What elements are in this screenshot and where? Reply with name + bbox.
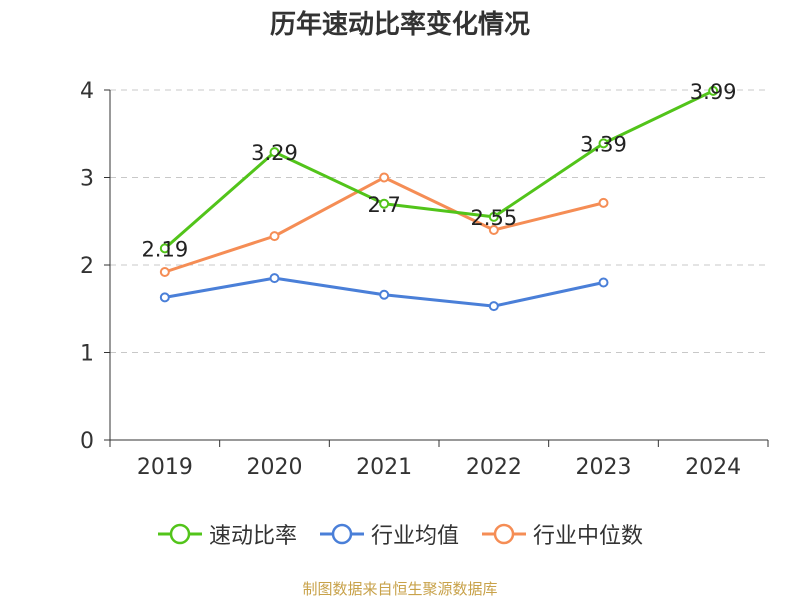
data-point — [488, 301, 499, 312]
legend-line-circle-icon — [319, 523, 364, 545]
y-tick-label: 0 — [80, 429, 94, 454]
data-label: 3.99 — [690, 80, 737, 104]
data-point — [159, 267, 170, 277]
data-point — [598, 138, 609, 149]
x-tick-label: 2022 — [466, 455, 522, 480]
y-tick-label: 3 — [80, 167, 94, 192]
legend-label: 速动比率 — [208, 524, 297, 549]
data-label: 2.19 — [141, 237, 188, 261]
y-tick-label: 1 — [80, 342, 94, 367]
source-note: 制图数据来自恒生聚源数据库 — [302, 580, 498, 598]
data-point — [269, 231, 280, 242]
data-point — [379, 198, 390, 209]
series-line-0 — [163, 89, 714, 250]
data-point — [379, 289, 390, 300]
chart-title: 历年速动比率变化情况 — [269, 10, 530, 40]
legend: 速动比率 行业均值 行业中位数 — [0, 518, 800, 550]
legend-label: 行业中位数 — [533, 524, 644, 549]
data-point — [488, 211, 499, 222]
x-tick-label: 2019 — [137, 455, 193, 480]
data-label: 2.7 — [367, 193, 400, 217]
legend-line-circle-icon — [157, 523, 202, 545]
data-point — [379, 172, 390, 183]
x-tick-label: 2020 — [247, 455, 303, 480]
data-point — [598, 277, 609, 288]
data-point — [159, 243, 170, 254]
data-point — [598, 197, 609, 208]
data-point — [708, 85, 719, 96]
data-point — [488, 225, 499, 235]
y-tick-label: 2 — [80, 254, 94, 279]
data-point — [269, 147, 280, 158]
legend-label: 行业均值 — [370, 524, 459, 549]
x-tick-label: 2023 — [576, 455, 632, 480]
x-tick-label: 2024 — [685, 455, 741, 480]
legend-item[interactable]: 行业中位数 — [481, 518, 643, 550]
data-label: 2.55 — [470, 206, 517, 230]
x-tick-label: 2021 — [356, 455, 412, 480]
legend-line-circle-icon — [482, 523, 526, 545]
data-label: 3.39 — [580, 132, 627, 156]
legend-item[interactable]: 速动比率 — [157, 518, 297, 550]
data-label: 3.29 — [251, 141, 298, 165]
data-point — [159, 292, 170, 303]
legend-item[interactable]: 行业均值 — [319, 518, 459, 550]
y-tick-label: 4 — [80, 79, 94, 104]
data-point — [269, 273, 280, 284]
